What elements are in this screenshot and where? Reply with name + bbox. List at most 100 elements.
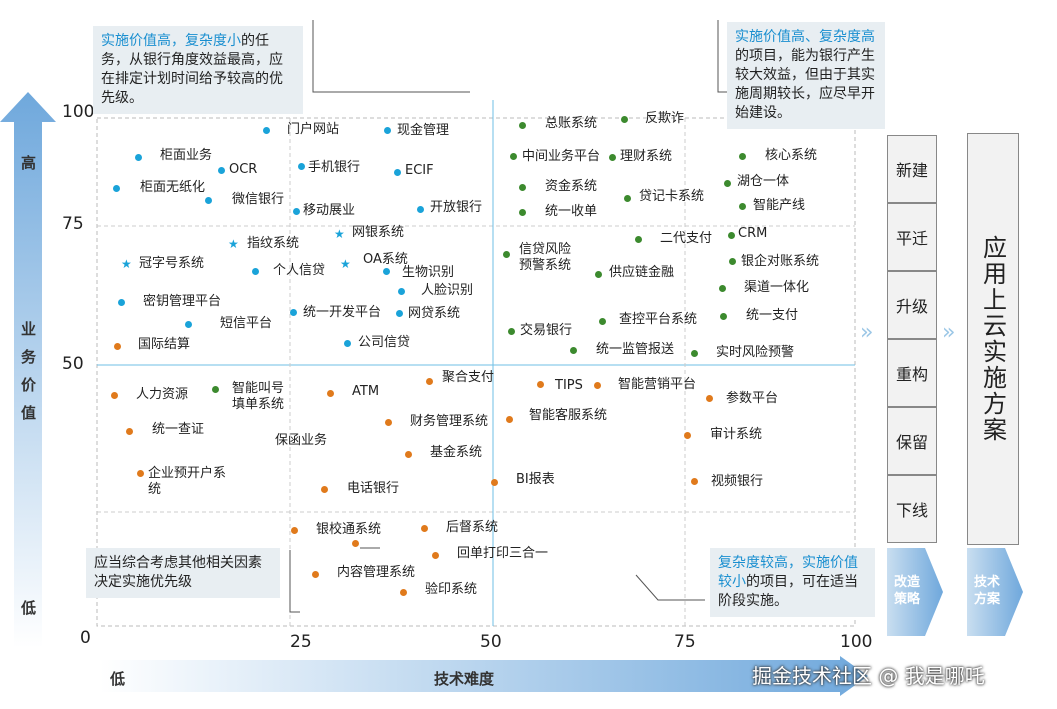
marker-dot bbox=[118, 299, 125, 306]
callout-bottom-left-text: 应当综合考虑其他相关因素决定实施优先级 bbox=[94, 555, 262, 590]
callout-bottom-left: 应当综合考虑其他相关因素决定实施优先级 bbox=[86, 548, 280, 598]
item-smart-customer-service: 智能客服系统 bbox=[529, 408, 608, 423]
marker-dot bbox=[720, 313, 727, 320]
marker-dot bbox=[344, 340, 351, 347]
marker-dot bbox=[706, 395, 713, 402]
item-crm: CRM bbox=[738, 226, 768, 241]
marker-dot bbox=[291, 527, 298, 534]
item-regulatory-reporting: 统一监管报送 bbox=[596, 342, 675, 357]
item-intermediary-platform: 中间业务平台 bbox=[522, 149, 601, 164]
item-transaction-banking: 交易银行 bbox=[520, 323, 573, 338]
item-wechat-banking: 微信银行 bbox=[232, 192, 285, 207]
y-axis-low: 低 bbox=[21, 599, 37, 617]
marker-dot bbox=[739, 153, 746, 160]
item-inquiry-control: 查控平台系统 bbox=[619, 312, 698, 327]
item-portal: 门户网站 bbox=[287, 122, 340, 137]
item-ecif: ECIF bbox=[405, 163, 434, 178]
item-paperless-counter: 柜面无纸化 bbox=[140, 180, 206, 195]
marker-dot bbox=[432, 552, 439, 559]
marker-dot bbox=[510, 153, 517, 160]
marker-dot bbox=[635, 236, 642, 243]
item-unified-dev-platform: 统一开发平台 bbox=[303, 305, 382, 320]
item-bank-school: 银校通系统 bbox=[316, 522, 382, 537]
item-smart-production: 智能产线 bbox=[753, 198, 806, 213]
marker-dot bbox=[684, 432, 691, 439]
item-aggregated-payment: 聚合支付 bbox=[442, 370, 495, 385]
difficulty-axis-arrow bbox=[100, 656, 868, 696]
callout-bottom-right-text: 的项目，可在适当阶段实施。 bbox=[718, 574, 858, 609]
marker-dot bbox=[609, 154, 616, 161]
item-serial-number: 冠字号系统 bbox=[139, 256, 205, 271]
item-lakehouse: 湖仓一体 bbox=[737, 174, 790, 189]
item-seal-verification: 验印系统 bbox=[425, 582, 478, 597]
item-unified-acquiring: 统一收单 bbox=[545, 204, 598, 219]
item-supply-chain: 供应链金融 bbox=[609, 265, 675, 280]
item-mobile-sales: 移动展业 bbox=[303, 203, 356, 218]
marker-dot bbox=[570, 347, 577, 354]
item-personal-credit: 个人信贷 bbox=[273, 263, 326, 278]
item-face-recognition: 人脸识别 bbox=[421, 283, 474, 298]
callout-top-right-highlight: 实施价值高、复杂度高 bbox=[735, 29, 875, 45]
item-finance-management: 财务管理系统 bbox=[410, 414, 489, 429]
marker-dot bbox=[135, 154, 142, 161]
item-tips: TIPS bbox=[555, 378, 583, 393]
marker-dot bbox=[724, 180, 731, 187]
item-smart-queuing: 智能叫号 填单系统 bbox=[232, 381, 285, 412]
y-axis-label-4: 值 bbox=[21, 404, 37, 422]
marker-dot bbox=[599, 318, 606, 325]
y-tick-0: 0 bbox=[80, 628, 91, 648]
strategy-migrate: 平迁 bbox=[887, 203, 937, 271]
x-tick-100: 100 bbox=[840, 632, 873, 652]
item-hr: 人力资源 bbox=[136, 387, 189, 402]
item-content-management: 内容管理系统 bbox=[337, 565, 416, 580]
marker-dot bbox=[394, 169, 401, 176]
callout-bottom-right: 复杂度较高，实施价值较小的项目，可在适当阶段实施。 bbox=[710, 548, 875, 617]
item-pre-account-opening: 企业预开户系 统 bbox=[148, 466, 227, 497]
star-icon: ★ bbox=[340, 257, 351, 271]
item-fingerprint: 指纹系统 bbox=[247, 236, 300, 251]
watermark: 掘金技术社区 @ 我是哪吒 bbox=[752, 664, 985, 688]
chevron-right-icon: » bbox=[942, 320, 956, 345]
item-mobile-banking: 手机银行 bbox=[308, 160, 361, 175]
strategy-retire: 下线 bbox=[887, 475, 937, 543]
item-receipt-printing: 回单打印三合一 bbox=[457, 546, 549, 561]
item-credit-risk-warning: 信贷风险 预警系统 bbox=[519, 242, 572, 273]
strategy-upgrade: 升级 bbox=[887, 271, 937, 339]
y-axis-label-2: 务 bbox=[21, 348, 37, 366]
strategy-retain: 保留 bbox=[887, 407, 937, 475]
marker-dot bbox=[113, 185, 120, 192]
marker-dot bbox=[126, 428, 133, 435]
strategy-arrow bbox=[887, 548, 943, 636]
cloud-plan-title: 应用上云实施方案 bbox=[978, 235, 1007, 443]
marker-dot bbox=[293, 208, 300, 215]
marker-dot bbox=[691, 478, 698, 485]
item-wealth-management: 理财系统 bbox=[620, 149, 673, 164]
chevron-right-icon: » bbox=[860, 320, 874, 345]
tech-arrow-label: 技术 方案 bbox=[974, 575, 1001, 607]
marker-dot bbox=[185, 321, 192, 328]
x-tick-25: 25 bbox=[290, 632, 312, 652]
cloud-plan-box: 应用上云实施方案 bbox=[967, 133, 1019, 545]
item-bi-reports: BI报表 bbox=[516, 472, 555, 487]
y-tick-75: 75 bbox=[62, 214, 84, 234]
item-unified-verification: 统一查证 bbox=[152, 422, 205, 437]
callout-top-left: 实施价值高，复杂度小的任务，从银行角度效益最高，应在排定计划时间给予较高的优先级… bbox=[93, 26, 303, 114]
item-2nd-gen-payment: 二代支付 bbox=[660, 231, 713, 246]
marker-dot bbox=[396, 310, 403, 317]
marker-dot bbox=[595, 271, 602, 278]
item-open-banking: 开放银行 bbox=[430, 200, 483, 215]
marker-dot bbox=[624, 195, 631, 202]
callout-bottom-right-highlight: 复杂度较高，实施价值较小 bbox=[718, 555, 858, 590]
marker-dot bbox=[384, 127, 391, 134]
marker-dot bbox=[508, 328, 515, 335]
item-fund-system: 基金系统 bbox=[430, 445, 483, 460]
marker-dot bbox=[327, 390, 334, 397]
marker-dot bbox=[426, 378, 433, 385]
item-biometrics: 生物识别 bbox=[402, 265, 455, 280]
item-smart-marketing: 智能营销平台 bbox=[618, 377, 697, 392]
item-letter-of-guarantee: 保函业务 bbox=[275, 433, 328, 448]
item-intl-settlement: 国际结算 bbox=[138, 337, 191, 352]
callout-top-right-text: 的项目，能为银行产生较大效益，但由于其实施周期较长，应尽早开始建设。 bbox=[735, 48, 875, 121]
star-icon: ★ bbox=[121, 257, 132, 271]
marker-dot bbox=[537, 381, 544, 388]
